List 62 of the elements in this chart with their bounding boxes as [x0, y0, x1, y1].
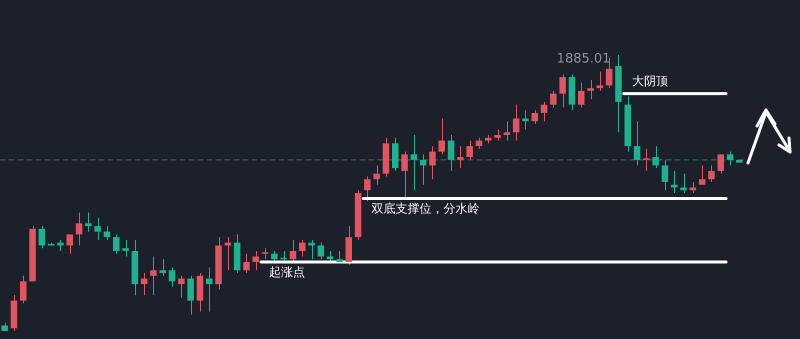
candlestick [476, 137, 482, 150]
candlestick [104, 226, 110, 240]
candlestick [429, 146, 436, 180]
ref-line-label: 大阴顶 [632, 74, 668, 88]
candlestick [38, 226, 46, 249]
candlestick [512, 104, 520, 142]
candlestick [717, 154, 724, 174]
candlestick [420, 154, 426, 186]
ref-line-label: 双底支撑位，分水岭 [371, 202, 480, 216]
candlestick [670, 170, 678, 194]
candlestick [466, 140, 473, 160]
candlestick [690, 181, 696, 194]
candlestick [290, 239, 296, 262]
candlestick [578, 82, 585, 108]
candlestick [410, 134, 418, 191]
candlestick [708, 164, 715, 182]
candlestick [540, 101, 548, 122]
candlestick [559, 74, 566, 108]
candlestick [159, 258, 166, 276]
candlestick [364, 176, 371, 202]
candlestick [318, 242, 324, 260]
candlestick [373, 164, 380, 186]
candlestick [224, 236, 232, 271]
candlestick [698, 164, 706, 186]
candlestick [298, 239, 306, 257]
candlestick [634, 120, 640, 166]
candlestick [206, 267, 213, 312]
ref-line-label: 起涨点 [269, 265, 306, 280]
candlestick [187, 275, 194, 315]
candlestick [596, 71, 604, 92]
candlestick [262, 248, 268, 260]
candlestick [522, 110, 529, 130]
candlestick [308, 239, 315, 260]
candlestick [680, 173, 687, 194]
candlestick [243, 253, 250, 274]
candlestick [662, 159, 668, 191]
candlestick [66, 234, 74, 254]
candlestick [20, 275, 27, 304]
candlestick [85, 212, 92, 232]
candlestick [448, 134, 454, 172]
candlestick [494, 129, 501, 142]
candlestick [168, 267, 176, 288]
candlestick [438, 118, 446, 155]
candlestick [587, 79, 594, 100]
candlestick [178, 275, 185, 298]
candlestick [643, 148, 650, 172]
candlestick [252, 250, 260, 271]
candlestick [652, 146, 659, 169]
candlestick [504, 120, 510, 142]
candlestick [150, 256, 157, 296]
candlestick [531, 110, 538, 124]
candlestick [457, 146, 464, 169]
candlestick [122, 239, 129, 257]
candlestick [726, 151, 734, 166]
annotation: 1885.01 [556, 51, 610, 66]
candlestick [112, 234, 120, 254]
candlestick [94, 217, 101, 240]
candlestick [401, 151, 408, 200]
candlestick [57, 239, 64, 252]
candlestick [550, 90, 557, 108]
candlestick [76, 212, 82, 246]
candlestick [140, 272, 148, 296]
